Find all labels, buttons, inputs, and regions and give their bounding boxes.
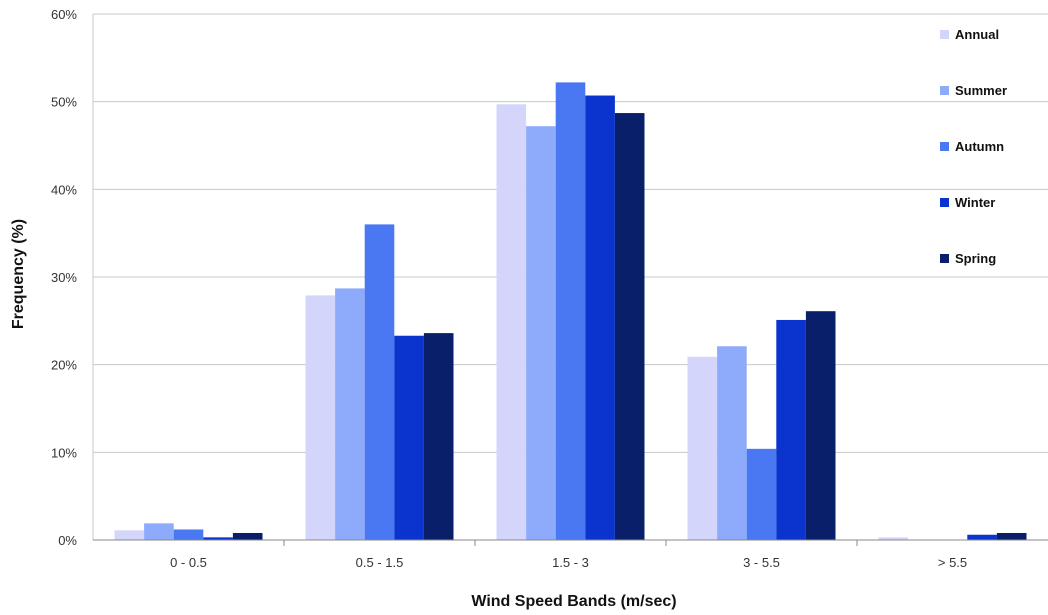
y-tick-label: 10% [51,445,77,460]
y-axis-title: Frequency (%) [10,219,27,329]
bar-autumn-1 [364,224,395,540]
bar-annual-2 [496,104,527,541]
bar-autumn-2 [555,82,586,540]
x-axis-title: Wind Speed Bands (m/sec) [471,593,676,610]
bar-summer-0 [144,523,174,540]
legend-swatch-winter [940,198,949,207]
bar-annual-4 [878,537,909,540]
bar-winter-3 [776,319,806,540]
bar-winter-1 [394,335,424,540]
bar-autumn-3 [746,448,777,540]
x-tick-label: 0 - 0.5 [170,555,207,570]
x-tick-label: 3 - 5.5 [743,555,780,570]
bar-summer-2 [526,126,556,541]
x-tick-label: 0.5 - 1.5 [356,555,404,570]
y-tick-labels: 0% 10% 20% 30% 40% 50% 60% [51,7,77,548]
y-tick-label: 30% [51,270,77,285]
x-tick-labels: 0 - 0.5 0.5 - 1.5 1.5 - 3 3 - 5.5 > 5.5 [170,540,967,570]
bar-spring-2 [614,113,645,541]
y-tick-label: 20% [51,358,77,373]
x-tick-label: > 5.5 [938,555,967,570]
bar-winter-2 [585,95,615,540]
bar-annual-3 [687,356,718,540]
bar-spring-3 [805,311,836,540]
bars [114,82,1027,541]
legend: Annual Summer Autumn Winter Spring [940,27,1007,266]
bar-annual-1 [305,295,336,540]
bar-summer-1 [335,288,365,540]
y-tick-label: 0% [58,533,77,548]
bar-winter-0 [203,537,233,540]
legend-swatch-autumn [940,142,949,151]
legend-label-spring: Spring [955,251,996,266]
legend-swatch-annual [940,30,949,39]
bar-spring-0 [232,532,263,540]
y-tick-label: 50% [51,95,77,110]
bar-spring-1 [423,333,454,540]
bar-autumn-0 [173,529,204,540]
legend-label-annual: Annual [955,27,999,42]
legend-label-winter: Winter [955,195,995,210]
bar-spring-4 [996,532,1027,540]
x-tick-label: 1.5 - 3 [552,555,589,570]
y-tick-label: 40% [51,182,77,197]
legend-swatch-spring [940,254,949,263]
y-tick-label: 60% [51,7,77,22]
legend-label-summer: Summer [955,83,1007,98]
legend-label-autumn: Autumn [955,139,1004,154]
bar-summer-3 [717,346,747,540]
bar-winter-4 [967,534,997,540]
bar-annual-0 [114,530,145,540]
legend-swatch-summer [940,86,949,95]
